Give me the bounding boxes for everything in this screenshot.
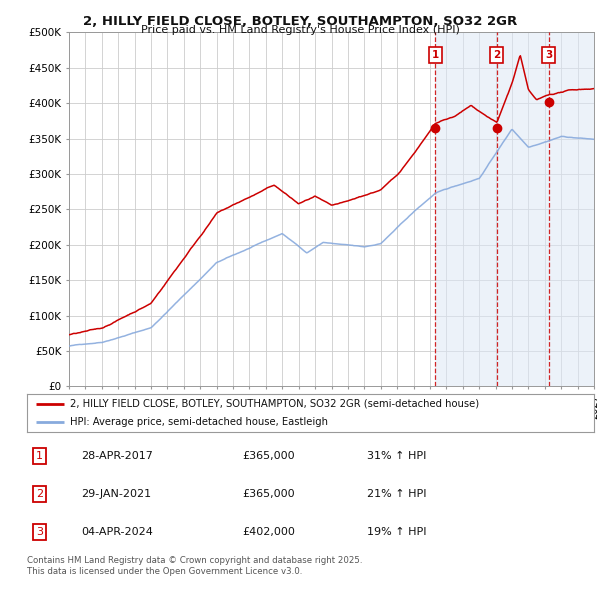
Text: 29-JAN-2021: 29-JAN-2021 (81, 489, 151, 499)
Text: 2, HILLY FIELD CLOSE, BOTLEY, SOUTHAMPTON, SO32 2GR: 2, HILLY FIELD CLOSE, BOTLEY, SOUTHAMPTO… (83, 15, 517, 28)
Bar (497, 32, 549, 386)
Text: 31% ↑ HPI: 31% ↑ HPI (367, 451, 427, 461)
Text: 21% ↑ HPI: 21% ↑ HPI (367, 489, 427, 499)
Text: 28-APR-2017: 28-APR-2017 (81, 451, 153, 461)
Text: 2: 2 (493, 50, 500, 60)
Text: 3: 3 (545, 50, 553, 60)
Text: 19% ↑ HPI: 19% ↑ HPI (367, 527, 427, 537)
Text: Contains HM Land Registry data © Crown copyright and database right 2025.
This d: Contains HM Land Registry data © Crown c… (27, 556, 362, 576)
Text: 1: 1 (36, 451, 43, 461)
Text: HPI: Average price, semi-detached house, Eastleigh: HPI: Average price, semi-detached house,… (70, 417, 328, 427)
Text: £365,000: £365,000 (242, 489, 295, 499)
Text: 2: 2 (36, 489, 43, 499)
Text: 04-APR-2024: 04-APR-2024 (81, 527, 153, 537)
Text: £365,000: £365,000 (242, 451, 295, 461)
Text: 1: 1 (432, 50, 439, 60)
Bar (436, 32, 497, 386)
Text: £402,000: £402,000 (242, 527, 295, 537)
Text: 3: 3 (36, 527, 43, 537)
Text: 2, HILLY FIELD CLOSE, BOTLEY, SOUTHAMPTON, SO32 2GR (semi-detached house): 2, HILLY FIELD CLOSE, BOTLEY, SOUTHAMPTO… (70, 399, 479, 409)
Text: Price paid vs. HM Land Registry's House Price Index (HPI): Price paid vs. HM Land Registry's House … (140, 25, 460, 35)
Bar (549, 32, 594, 386)
